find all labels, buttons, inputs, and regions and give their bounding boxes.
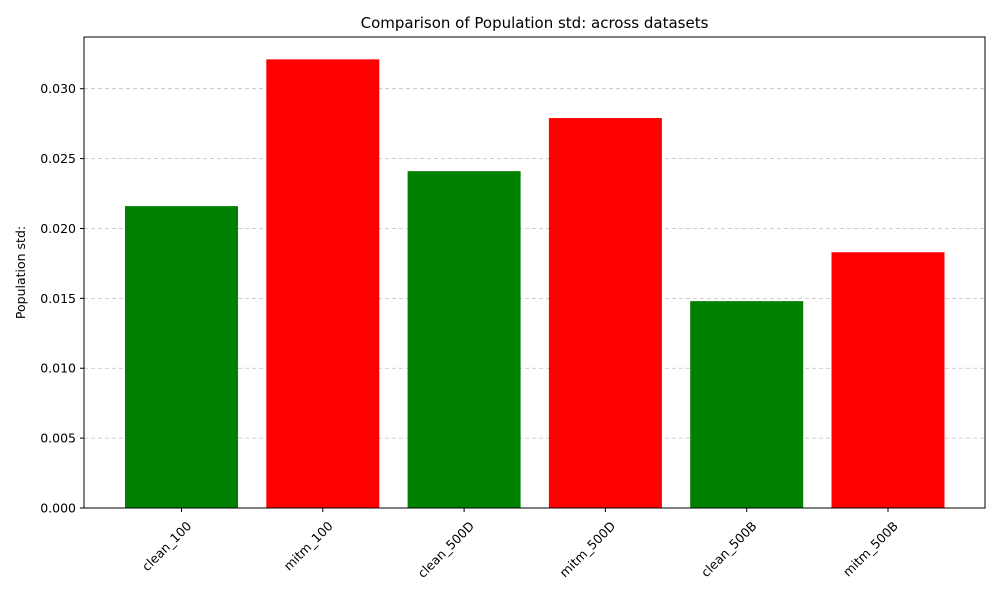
y-axis-ticks: 0.000 0.005 0.010 0.015 0.020 0.025 0.030 [40, 81, 84, 516]
y-tick-label: 0.000 [40, 501, 76, 516]
chart-title: Comparison of Population std: across dat… [361, 14, 709, 32]
y-tick-label: 0.005 [40, 431, 76, 446]
bar-clean_100 [125, 206, 238, 508]
bar-mitm_500D [548, 118, 662, 508]
bars [125, 59, 945, 508]
bar-mitm_100 [266, 59, 380, 508]
bar-clean_500B [690, 301, 804, 508]
y-tick-label: 0.020 [40, 221, 76, 236]
bar-clean_500D [407, 171, 521, 508]
y-tick-label: 0.015 [40, 291, 76, 306]
y-tick-label: 0.025 [40, 151, 76, 166]
plot-area-frame [83, 36, 986, 509]
y-tick-label: 0.030 [40, 81, 76, 96]
bar-mitm_500B [831, 252, 945, 508]
y-axis-label: Population std: [13, 226, 28, 319]
y-tick-label: 0.010 [40, 361, 76, 376]
